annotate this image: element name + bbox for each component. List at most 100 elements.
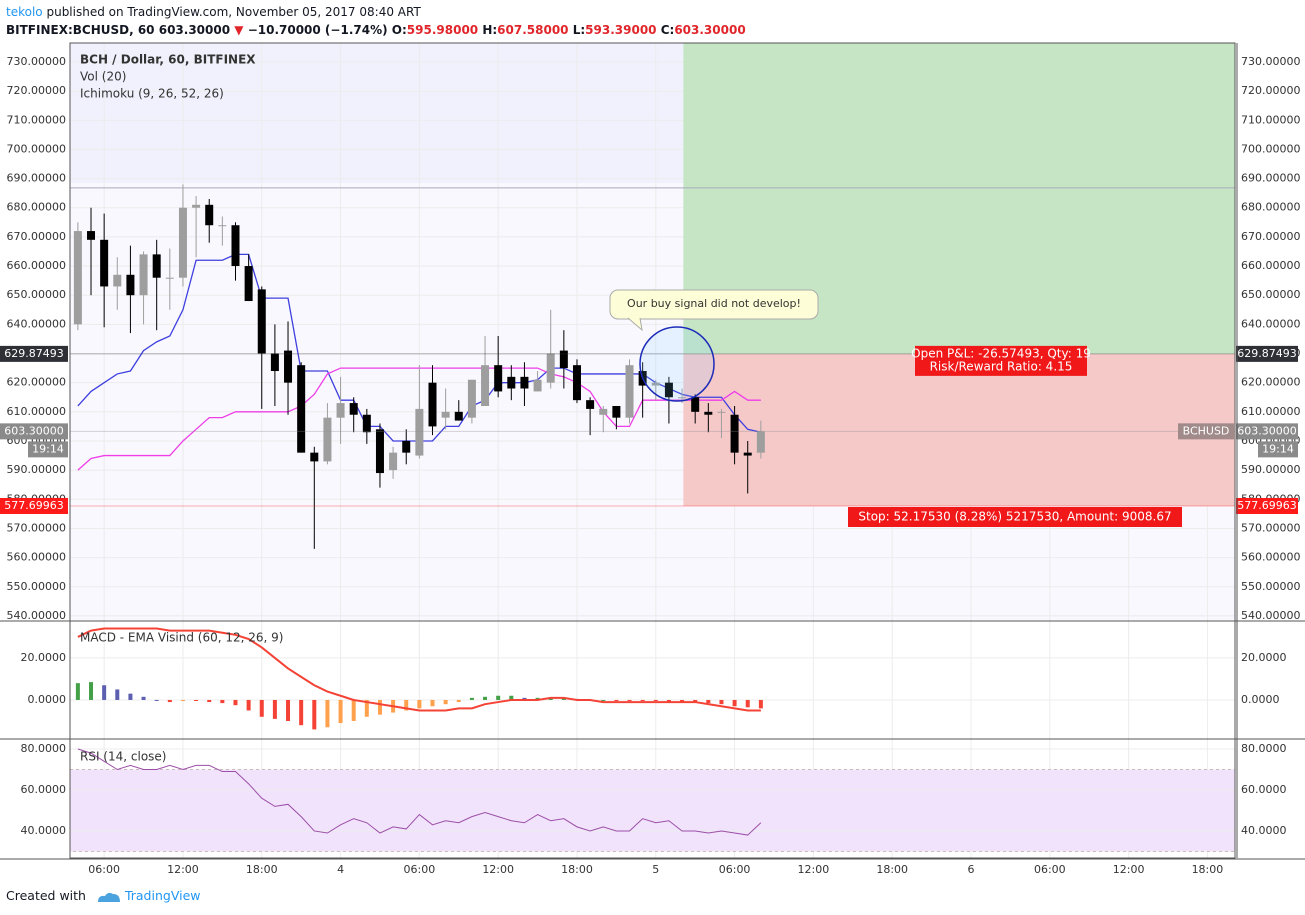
x-tick-label: 4 [337, 863, 344, 876]
y-tick-label-right: 730.00000 [1241, 55, 1301, 68]
y-tick-label-right: 670.00000 [1241, 230, 1301, 243]
histogram-bar [312, 699, 317, 730]
symbol-label-bg [1178, 423, 1234, 440]
l: L: [572, 23, 586, 37]
candle-body [428, 382, 437, 427]
countdown: 19:14 [32, 442, 64, 455]
price-label: 603.30000 [4, 424, 64, 437]
x-tick-label: 12:00 [167, 863, 199, 876]
ratio-label: Risk/Reward Ratio: 4.15 [930, 359, 1073, 373]
histogram-bar [220, 699, 225, 704]
candle-body [270, 353, 279, 372]
candle-body [572, 365, 581, 401]
price-label: 577.69963 [4, 499, 64, 512]
y-tick-label-right: 710.00000 [1241, 113, 1301, 126]
candle-body [691, 397, 700, 412]
candle-body [192, 204, 201, 208]
candle-body [612, 405, 621, 418]
candle-body [244, 266, 253, 302]
candle-body [704, 411, 713, 415]
y-tick-label-right: 610.00000 [1241, 405, 1301, 418]
histogram-bar [561, 697, 566, 700]
histogram-bar [758, 699, 763, 709]
histogram-bar [351, 699, 356, 721]
x-tick-label: 6 [968, 863, 975, 876]
x-tick-label: 18:00 [561, 863, 593, 876]
published: published on TradingView.com, November 0… [46, 5, 421, 19]
histogram-bar [167, 699, 172, 703]
histogram-bar [325, 699, 330, 728]
pnl-label: Open P&L: -26.57493, Qty: 19 [911, 346, 1091, 360]
logo [97, 892, 120, 902]
pane-title: MACD - EMA Visind (60, 12, 26, 9) [80, 631, 283, 645]
candle-body [139, 254, 148, 296]
candle-body [756, 431, 765, 453]
plot-frame [69, 42, 1236, 859]
candle-body [625, 365, 634, 418]
histogram-bar [719, 699, 724, 705]
candle-body [284, 350, 293, 383]
last: 603.30000 [158, 23, 231, 37]
y-tick-label-left: 40.0000 [21, 824, 67, 837]
y-tick-label-right: 680.00000 [1241, 201, 1301, 214]
publisher[interactable]: tekolo [6, 5, 43, 19]
y-tick-label-right: 80.0000 [1241, 742, 1287, 755]
histogram-bar [89, 682, 94, 700]
h: H: [482, 23, 498, 37]
y-tick-label-left: 620.00000 [7, 376, 67, 389]
histogram-bar [640, 699, 645, 702]
histogram-bar [115, 689, 120, 700]
created: Created with [6, 888, 86, 903]
candle-body [323, 417, 332, 462]
y-tick-label-right: 540.00000 [1241, 609, 1301, 622]
candle-body [743, 452, 752, 456]
histogram-bar [377, 699, 382, 715]
candle-body [533, 379, 542, 392]
quote-line: BITFINEX:BCHUSD, 60 603.30000 ▼ −10.7000… [6, 21, 746, 39]
candle-body [481, 365, 490, 406]
stop-label: Stop: 52.17530 (8.28%) 5217530, Amount: … [858, 510, 1171, 524]
brand[interactable]: TradingView [124, 888, 201, 903]
countdown-bg [1258, 441, 1298, 458]
y-tick-label-left: 570.00000 [7, 521, 67, 534]
y-tick-label-left: 640.00000 [7, 317, 67, 330]
candle-body [375, 429, 384, 474]
price-label-bg [0, 498, 68, 515]
price-label: 629.87493 [1237, 347, 1297, 360]
histogram-bar [286, 699, 291, 721]
candle-body [678, 397, 687, 399]
y-tick-label-right: 640.00000 [1241, 317, 1301, 330]
candle-body [362, 414, 371, 433]
candle-body [467, 379, 476, 418]
candle-body [520, 376, 529, 389]
x-tick-label: 06:00 [88, 863, 120, 876]
candle-body [730, 414, 739, 453]
y-tick-label-right: 660.00000 [1241, 259, 1301, 272]
histogram-bar [693, 699, 698, 703]
indicator-label: Vol (20) [80, 70, 126, 84]
header: tekolo published on TradingView.com, Nov… [6, 3, 746, 39]
histogram-bar [233, 699, 238, 706]
y-tick-label-right: 700.00000 [1241, 142, 1301, 155]
countdown-bg [28, 441, 68, 458]
y-tick-label-left: 610.00000 [7, 405, 67, 418]
candle-body [297, 365, 306, 453]
histogram-bar [666, 699, 671, 703]
y-tick-label-left: 20.0000 [21, 651, 67, 664]
y-tick-label-right: 570.00000 [1241, 521, 1301, 534]
y-tick-label-right: 590.00000 [1241, 463, 1301, 476]
candle-body [415, 408, 424, 456]
candle-body [87, 231, 96, 240]
pnl-box [915, 345, 1087, 376]
candle-body [402, 440, 411, 453]
x-tick-label: 06:00 [719, 863, 751, 876]
candle-body [73, 231, 82, 325]
price-label-bg [1236, 423, 1298, 440]
candle-body [126, 274, 135, 296]
y-tick-label-left: 700.00000 [7, 142, 67, 155]
y-tick-label-left: 590.00000 [7, 463, 67, 476]
histogram-bar [745, 699, 750, 708]
y-tick-label-left: 690.00000 [7, 172, 67, 185]
y-tick-label-left: 0.0000 [28, 693, 67, 706]
